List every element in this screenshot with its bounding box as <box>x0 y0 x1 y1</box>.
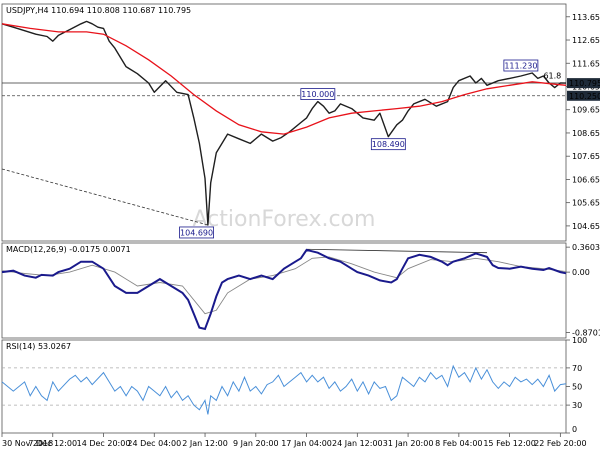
level-label-box <box>300 88 336 100</box>
price-y-tick-label: 108.650 <box>572 129 600 138</box>
level-label-box <box>370 138 406 151</box>
x-tick-label: 9 Jan 20:00 <box>233 439 279 448</box>
level-label: 104.690 <box>180 228 213 237</box>
x-tick-label: 17 Jan 04:00 <box>281 439 332 448</box>
x-tick-label: 31 Jan 20:00 <box>383 439 434 448</box>
price-y-tick-label: 104.650 <box>572 222 600 231</box>
x-tick-label: 2 Jan 12:00 <box>182 439 228 448</box>
price-panel: ActionForex.com 113.650 112.650 111.650 110.… <box>1 6 600 239</box>
macd-panel-title: MACD(12,26,9) -0.0175 0.0071 <box>6 245 131 254</box>
price-right-label-box <box>567 90 600 101</box>
rsi-y-tick-label: 70 <box>572 364 582 373</box>
trend-line <box>1 168 208 226</box>
price-y-tick-label: 111.650 <box>572 59 600 68</box>
rsi-y-tick-label: 0 <box>572 425 577 434</box>
level-label: 108.490 <box>372 140 405 149</box>
x-tick-label: 8 Feb 04:00 <box>435 439 482 448</box>
x-tick-label: 14 Dec 20:00 <box>77 439 131 448</box>
price-y-tick-label: 105.650 <box>572 199 600 208</box>
fib-label: 61.8 <box>543 71 561 80</box>
rsi-y-tick-label: 100 <box>572 336 587 345</box>
macd-y-tick-label: 0.3603 <box>572 243 600 252</box>
macd-trend-line <box>306 248 488 254</box>
rsi-series <box>1 364 567 415</box>
moving-average-series <box>1 23 567 135</box>
x-tick-label: 24 Dec 04:00 <box>127 439 181 448</box>
macd-y-tick-label: -0.8701 <box>572 328 600 337</box>
level-label: 110.000 <box>301 90 334 99</box>
macd-series <box>1 248 567 331</box>
watermark: ActionForex.com <box>193 207 376 232</box>
level-label-box <box>179 226 214 239</box>
macd-y-tick-label: 0.00 <box>572 268 590 277</box>
price-y-tick-label: 112.650 <box>572 36 600 45</box>
price-y-tick-label: 107.650 <box>572 152 600 161</box>
rsi-y-tick-label: 50 <box>572 383 582 392</box>
rsi-panel-title: RSI(14) 53.0267 <box>6 342 71 351</box>
rsi-y-tick-label: 30 <box>572 401 582 410</box>
macd-frame <box>1 242 567 339</box>
x-tick-label: 24 Jan 12:00 <box>332 439 383 448</box>
price-panel-title: USDJPY,H4 110.694 110.808 110.687 110.79… <box>6 6 191 15</box>
rsi-panel: 100 70 50 30 0 RSI(14) 53.0267 <box>1 336 587 434</box>
price-frame <box>1 3 567 242</box>
x-tick-label: 30 Nov 2018 <box>2 439 53 448</box>
price-y-tick-label: 109.650 <box>572 106 600 115</box>
price-right-label: 110.795 <box>569 79 600 88</box>
macd-panel: 0.3603 0.00 -0.8701 MACD(12,26,9) -0.0175 0… <box>1 243 600 337</box>
level-label-box <box>503 59 539 72</box>
price-series <box>1 20 567 226</box>
macd-signal-series <box>1 256 567 315</box>
price-y-tick-label: 106.650 <box>572 175 600 184</box>
price-y-tick-label: 113.650 <box>572 13 600 22</box>
price-right-label: 110.250 <box>569 92 600 101</box>
x-tick-label: 22 Feb 20:00 <box>534 439 586 448</box>
x-tick-label: 15 Feb 12:00 <box>483 439 535 448</box>
level-label: 111.230 <box>504 62 537 71</box>
price-right-label-box <box>567 78 600 89</box>
x-tick-label: 7 Dec 12:00 <box>28 439 77 448</box>
